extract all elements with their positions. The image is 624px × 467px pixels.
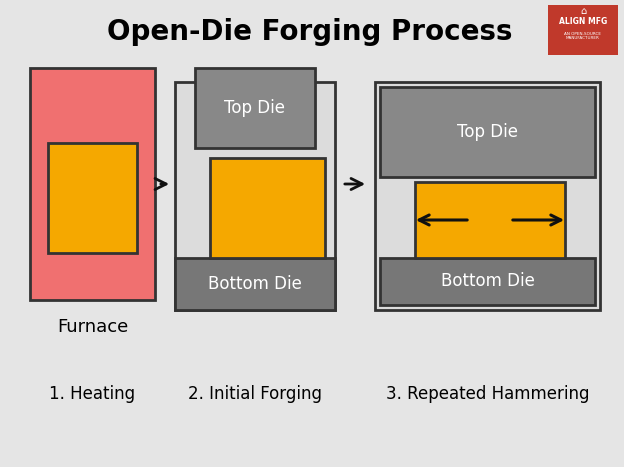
Text: 2. Initial Forging: 2. Initial Forging [188, 385, 322, 403]
Bar [175, 82, 335, 310]
Text: Open-Die Forging Process: Open-Die Forging Process [107, 18, 513, 46]
Bar [415, 182, 565, 258]
Text: 1. Heating: 1. Heating [49, 385, 135, 403]
Text: ⌂: ⌂ [580, 6, 586, 16]
Bar [195, 68, 315, 148]
Text: ALIGN MFG: ALIGN MFG [559, 17, 607, 27]
Text: Bottom Die: Bottom Die [441, 273, 534, 290]
Bar [210, 158, 325, 258]
Text: Top Die: Top Die [225, 99, 286, 117]
Bar [380, 258, 595, 305]
Text: Bottom Die: Bottom Die [208, 275, 302, 293]
Text: Furnace: Furnace [57, 318, 128, 336]
Text: 3. Repeated Hammering: 3. Repeated Hammering [386, 385, 589, 403]
Bar [380, 87, 595, 177]
Bar [48, 143, 137, 253]
Bar [548, 5, 618, 55]
Text: Top Die: Top Die [457, 123, 518, 141]
Bar [30, 68, 155, 300]
Bar [375, 82, 600, 310]
Text: AN OPEN-SOURCE
MANUFACTURER: AN OPEN-SOURCE MANUFACTURER [565, 32, 602, 41]
Bar [175, 258, 335, 310]
